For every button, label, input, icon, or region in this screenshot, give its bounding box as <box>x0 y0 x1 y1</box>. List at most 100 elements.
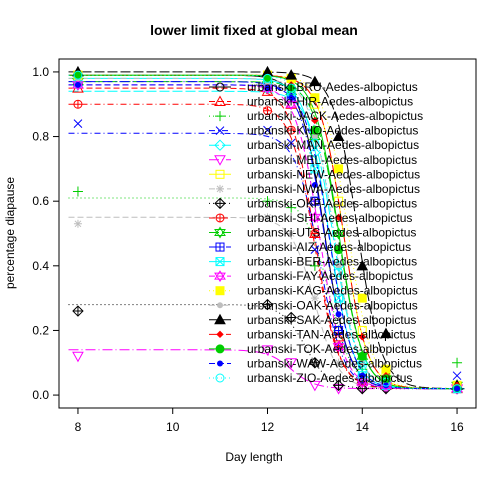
y-tick-label: 0.6 <box>32 194 49 208</box>
data-point <box>454 385 461 392</box>
data-point <box>356 357 368 369</box>
data-point <box>334 358 343 367</box>
data-point <box>356 259 369 271</box>
legend-marker <box>214 95 226 107</box>
data-point <box>74 81 81 88</box>
data-point <box>310 125 320 135</box>
data-point <box>286 83 296 93</box>
legend-marker <box>215 257 225 267</box>
data-point <box>287 229 296 238</box>
data-point <box>311 116 319 125</box>
data-point <box>261 298 274 311</box>
legend-label: urbanski-HIR-Aedes-albopictus <box>247 95 413 109</box>
data-point <box>309 260 320 271</box>
data-point <box>73 99 83 109</box>
data-point <box>334 196 344 206</box>
data-point <box>332 379 345 392</box>
data-point <box>285 311 297 324</box>
data-point <box>286 125 296 135</box>
data-point <box>357 351 367 361</box>
legend-label: urbanski-BRU-Aedes-albopictus <box>247 80 418 94</box>
series-line <box>68 84 465 390</box>
data-point <box>380 327 392 339</box>
legend-label: urbanski-OKF-Aedes-albopictus <box>247 196 417 210</box>
legend-label: urbanski-KAG-Aedes-albopictus <box>247 284 418 298</box>
data-point <box>285 69 298 80</box>
data-point <box>73 70 83 80</box>
data-point <box>72 351 84 363</box>
data-point <box>310 294 319 303</box>
data-point <box>262 196 273 207</box>
data-point <box>310 164 320 174</box>
legend-marker <box>215 126 225 136</box>
data-point <box>72 186 83 197</box>
legend-label: urbanski-BER-Aedes-albopictus <box>247 255 417 269</box>
data-point <box>452 384 462 394</box>
series-line <box>68 74 465 390</box>
legend-marker <box>214 270 226 283</box>
data-point <box>357 364 368 375</box>
chart-title: lower limit fixed at global mean <box>150 22 358 38</box>
legend-marker <box>214 139 226 151</box>
x-axis: 8 10 12 14 16 <box>75 408 464 434</box>
legend-label: urbanski-MAN-Aedes-albopictus <box>247 138 419 152</box>
x-tick-label: 14 <box>356 420 370 434</box>
data-point <box>356 376 369 389</box>
data-point <box>263 213 272 222</box>
data-point <box>311 182 318 189</box>
legend-marker <box>215 242 225 252</box>
data-point <box>310 245 320 255</box>
data-point <box>286 202 297 213</box>
data-point <box>334 293 344 303</box>
data-point <box>334 245 344 255</box>
data-point <box>263 106 272 116</box>
data-point <box>332 340 345 353</box>
y-tick-label: 0.0 <box>32 388 49 402</box>
y-axis-label: percentage diapause <box>3 177 17 289</box>
data-point <box>310 196 320 206</box>
data-point <box>309 357 321 369</box>
series-line <box>68 74 465 390</box>
data-point <box>308 211 321 224</box>
data-points <box>72 65 463 395</box>
data-point <box>310 93 320 103</box>
legend-label: urbanski-WAW-Aedes-albopictus <box>247 356 422 370</box>
data-point <box>285 358 298 369</box>
data-point <box>261 345 274 356</box>
data-point <box>288 94 295 101</box>
x-tick-label: 12 <box>261 420 275 434</box>
data-point <box>381 377 391 387</box>
data-point <box>286 138 296 148</box>
y-axis: 0.0 0.2 0.4 0.6 0.8 1.0 <box>32 65 59 402</box>
y-tick-label: 1.0 <box>32 65 49 79</box>
data-point <box>357 361 367 371</box>
data-point <box>334 164 344 174</box>
legend-marker <box>217 302 223 309</box>
legend-label: urbanski-FAY-Aedes-albopictus <box>247 269 413 283</box>
data-point <box>334 325 344 335</box>
legend-label: urbanski-AIZ-Aedes-albopictus <box>247 240 411 254</box>
y-tick-label: 0.4 <box>32 259 49 273</box>
legend-marker <box>216 330 224 339</box>
data-point <box>332 260 345 272</box>
legend-marker <box>215 111 225 122</box>
data-point <box>332 227 345 240</box>
data-point <box>357 293 367 303</box>
legend-marker <box>217 360 223 367</box>
data-point <box>358 333 366 341</box>
legend-label: urbanski-JACK-Aedes-albopictus <box>247 109 423 123</box>
legend-label: urbanski-TAN-Aedes-albopictus <box>247 327 416 341</box>
legend-label: urbanski-SHI-Aedes-albopictus <box>247 211 412 225</box>
data-point <box>310 229 320 238</box>
legend-marker <box>214 155 226 166</box>
data-point <box>73 119 83 128</box>
y-tick-label: 0.2 <box>32 323 49 337</box>
legend-label: urbanski-ZIO-Aedes-albopictus <box>247 371 412 385</box>
data-point <box>264 85 271 92</box>
data-point <box>73 219 82 228</box>
legend-label: urbanski-NWA-Aedes-albopictus <box>247 182 420 196</box>
data-point <box>335 311 342 318</box>
legend-marker <box>215 344 225 354</box>
legend-label: urbanski-KHO-Aedes-albopictus <box>247 124 418 138</box>
